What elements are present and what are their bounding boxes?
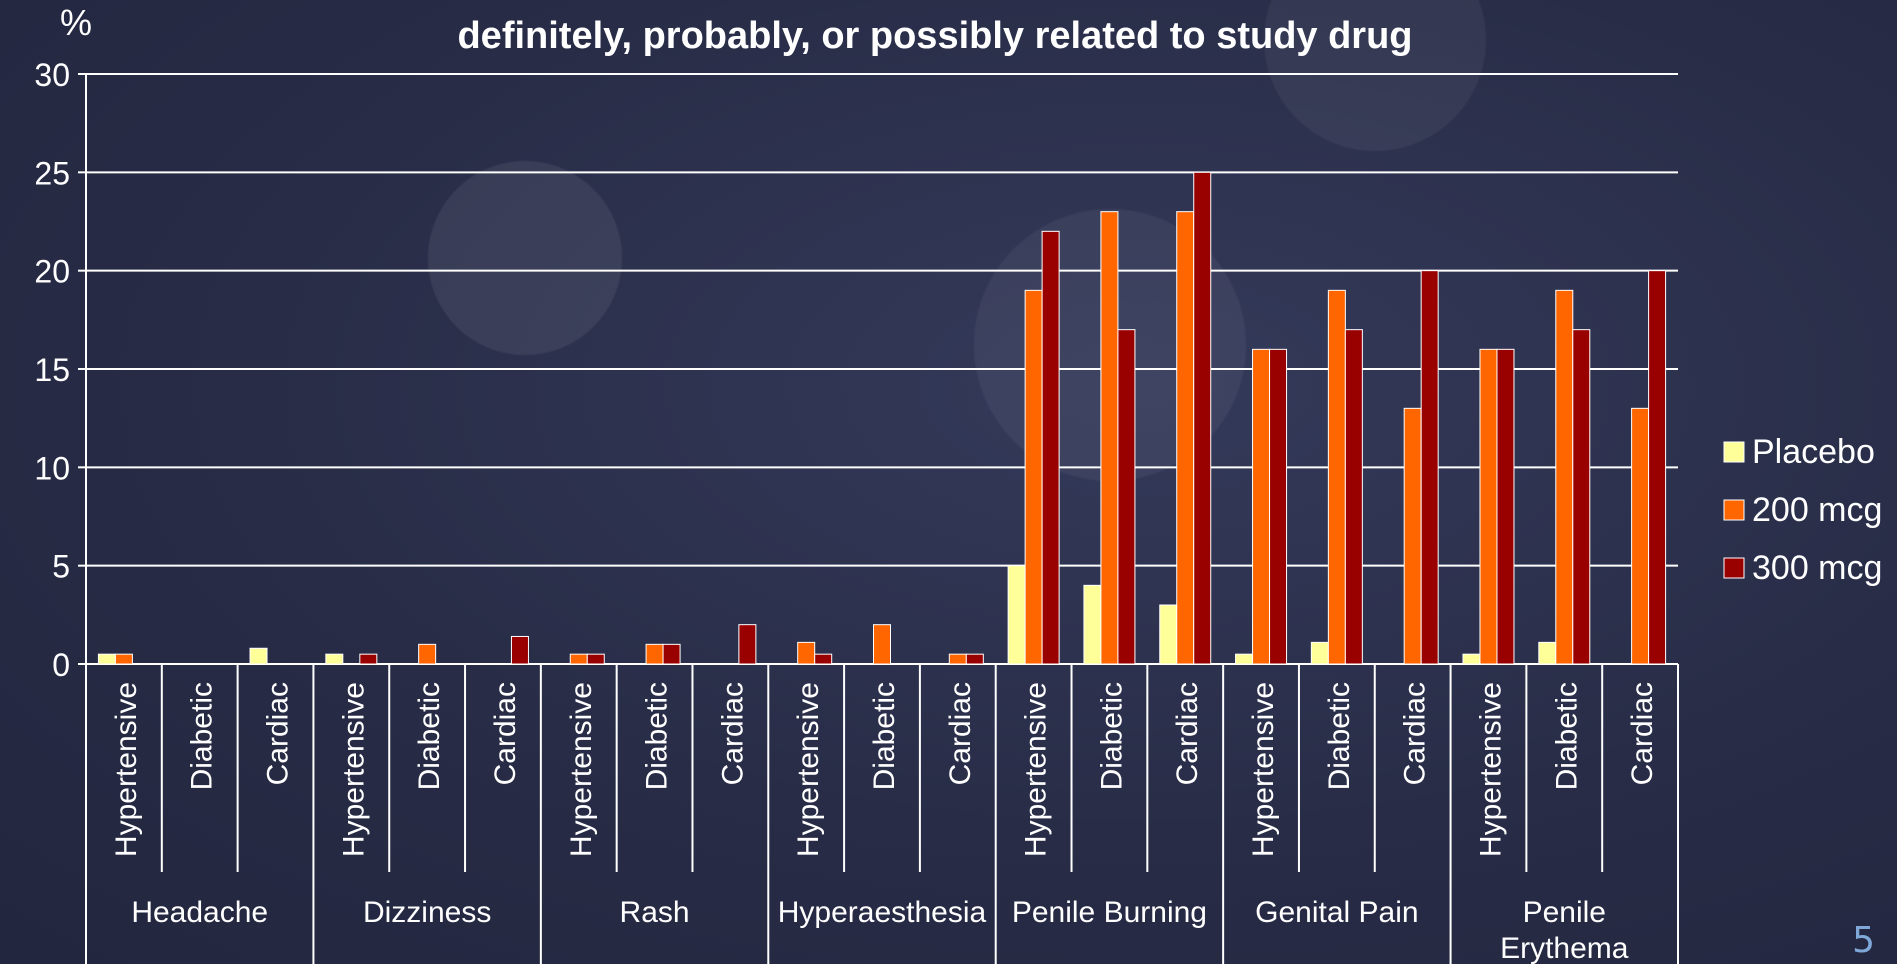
x-group-label: Dizziness bbox=[363, 896, 491, 929]
bar bbox=[114, 653, 133, 665]
bar bbox=[1117, 329, 1136, 665]
bar bbox=[569, 653, 588, 665]
bar bbox=[1007, 565, 1026, 665]
x-category-label: Cardiac bbox=[944, 682, 977, 785]
x-group-label: Hyperaesthesia bbox=[778, 896, 987, 929]
bar bbox=[359, 653, 378, 665]
x-group-label: Rash bbox=[620, 896, 690, 929]
bar bbox=[738, 624, 757, 665]
chart-title-line: definitely, probably, or possibly relate… bbox=[457, 15, 1412, 57]
legend-swatch bbox=[1723, 441, 1745, 463]
x-category-label: Hypertensive bbox=[1474, 682, 1507, 857]
legend-swatch bbox=[1723, 499, 1745, 521]
bar bbox=[1572, 329, 1591, 665]
bar bbox=[1193, 171, 1212, 665]
bar bbox=[1252, 348, 1271, 665]
page-number: 5 bbox=[1852, 920, 1875, 961]
x-category-label: Diabetic bbox=[641, 682, 674, 790]
bar bbox=[418, 643, 437, 665]
y-tick-label: 10 bbox=[34, 450, 70, 486]
x-category-label: Cardiac bbox=[716, 682, 749, 785]
bar bbox=[1648, 270, 1667, 665]
y-tick-label: 15 bbox=[34, 352, 70, 388]
x-group-label: Penile bbox=[1523, 896, 1606, 929]
bar bbox=[797, 641, 816, 665]
x-group-label: Genital Pain bbox=[1255, 896, 1418, 929]
x-category-label: Cardiac bbox=[1626, 682, 1659, 785]
bar bbox=[1269, 348, 1288, 665]
legend-entry: Placebo bbox=[1752, 433, 1875, 471]
bar bbox=[873, 624, 891, 665]
bar bbox=[1555, 289, 1574, 665]
bar bbox=[814, 653, 833, 665]
bar bbox=[1310, 641, 1329, 665]
bar bbox=[97, 653, 116, 665]
x-group-label: Headache bbox=[131, 896, 268, 929]
x-category-label: Diabetic bbox=[413, 682, 446, 790]
y-tick-label: 5 bbox=[52, 549, 70, 585]
y-tick-label: 25 bbox=[34, 155, 70, 191]
legend-entry: 300 mcg bbox=[1752, 549, 1882, 587]
bar bbox=[1235, 653, 1254, 665]
x-category-label: Diabetic bbox=[868, 682, 901, 790]
x-category-label: Cardiac bbox=[489, 682, 522, 785]
bar bbox=[1327, 289, 1346, 665]
x-group-label: Erythema bbox=[1500, 932, 1629, 964]
y-tick-label: 30 bbox=[34, 57, 70, 93]
bar bbox=[1344, 329, 1363, 665]
bar bbox=[510, 635, 529, 665]
x-category-label: Diabetic bbox=[1095, 682, 1128, 790]
bar bbox=[1403, 407, 1422, 665]
x-category-label: Hypertensive bbox=[1247, 682, 1280, 857]
x-group-label: Penile Burning bbox=[1012, 896, 1207, 929]
bar bbox=[325, 653, 344, 665]
bar bbox=[1496, 348, 1515, 665]
bar bbox=[1176, 211, 1195, 665]
y-tick-label: 20 bbox=[34, 254, 70, 290]
bar bbox=[1024, 289, 1043, 665]
x-category-label: Hypertensive bbox=[110, 682, 143, 857]
bar bbox=[1100, 211, 1119, 665]
bar bbox=[586, 653, 605, 665]
legend-entry: 200 mcg bbox=[1752, 491, 1882, 529]
x-category-label: Hypertensive bbox=[565, 682, 598, 857]
bar bbox=[965, 653, 984, 665]
x-category-label: Diabetic bbox=[1323, 682, 1356, 790]
x-category-label: Hypertensive bbox=[337, 682, 370, 857]
bar bbox=[1420, 270, 1439, 665]
x-category-label: Hypertensive bbox=[1020, 682, 1053, 857]
y-tick-label: 0 bbox=[52, 647, 70, 683]
bar bbox=[1083, 584, 1102, 665]
x-category-label: Cardiac bbox=[1171, 682, 1204, 785]
bar bbox=[249, 647, 268, 665]
bar bbox=[1041, 230, 1060, 665]
bar bbox=[948, 653, 967, 665]
x-category-label: Diabetic bbox=[1550, 682, 1583, 790]
y-axis-unit-label: % bbox=[60, 2, 93, 43]
bar bbox=[645, 643, 664, 665]
bar bbox=[1462, 653, 1481, 665]
bar bbox=[1159, 604, 1178, 665]
bar bbox=[1538, 641, 1557, 665]
x-category-label: Diabetic bbox=[186, 682, 219, 790]
bar bbox=[662, 643, 681, 665]
legend-swatch bbox=[1723, 557, 1745, 579]
bar bbox=[1479, 348, 1498, 665]
x-category-label: Hypertensive bbox=[792, 682, 825, 857]
x-category-label: Cardiac bbox=[1399, 682, 1432, 785]
x-category-label: Cardiac bbox=[262, 682, 295, 785]
bar bbox=[1631, 407, 1650, 665]
